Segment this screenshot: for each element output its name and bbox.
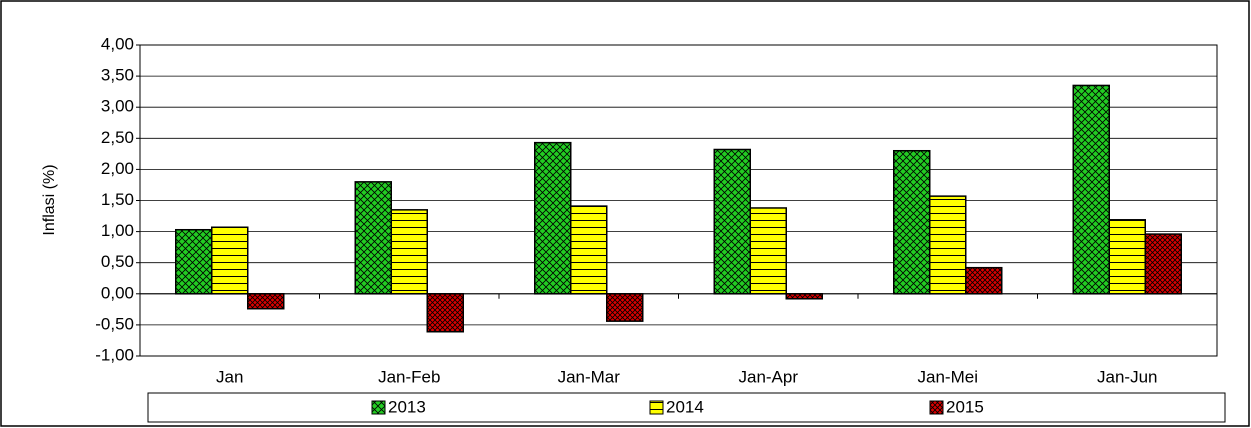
y-tick-label: 0,50 — [101, 252, 134, 271]
y-tick-label: 3,50 — [101, 66, 134, 85]
bar — [354, 181, 392, 295]
bar — [606, 293, 644, 322]
legend-swatch — [371, 400, 386, 415]
bar — [713, 148, 751, 295]
bar — [426, 293, 464, 333]
x-tick-label: Jan-Mar — [558, 367, 621, 386]
bar — [893, 149, 931, 295]
legend-box — [147, 392, 1226, 423]
y-tick-label: 4,00 — [101, 34, 134, 53]
bar — [247, 293, 285, 310]
y-tick-label: 2,00 — [101, 159, 134, 178]
y-tick-label: 3,00 — [101, 97, 134, 116]
y-tick-label: -1,00 — [95, 345, 134, 364]
y-tick-label: -0,50 — [95, 314, 134, 333]
bar — [534, 141, 572, 295]
x-tick-label: Jan-Jun — [1097, 367, 1157, 386]
legend-label: 2013 — [388, 397, 426, 416]
y-tick-label: 0,00 — [101, 283, 134, 302]
bar — [211, 226, 249, 295]
bar — [175, 228, 213, 295]
legend-swatch — [929, 400, 944, 415]
bar — [390, 209, 428, 295]
x-tick-label: Jan-Mei — [918, 367, 978, 386]
x-tick-label: Jan-Feb — [378, 367, 440, 386]
y-tick-label: 2,50 — [101, 128, 134, 147]
x-tick-label: Jan — [216, 367, 243, 386]
bar — [965, 266, 1003, 295]
y-tick-label: 1,50 — [101, 190, 134, 209]
bar — [1108, 219, 1146, 295]
bar — [570, 205, 608, 295]
y-axis-label: Inflasi (%) — [41, 164, 58, 235]
bar — [785, 293, 823, 300]
legend-label: 2014 — [666, 397, 704, 416]
x-tick-label: Jan-Apr — [738, 367, 798, 386]
bar — [1072, 84, 1110, 295]
y-tick-label: 1,00 — [101, 221, 134, 240]
bar — [929, 195, 967, 295]
legend-swatch — [649, 400, 664, 415]
legend-label: 2015 — [946, 397, 984, 416]
bar — [1144, 233, 1182, 295]
bar — [749, 207, 787, 295]
